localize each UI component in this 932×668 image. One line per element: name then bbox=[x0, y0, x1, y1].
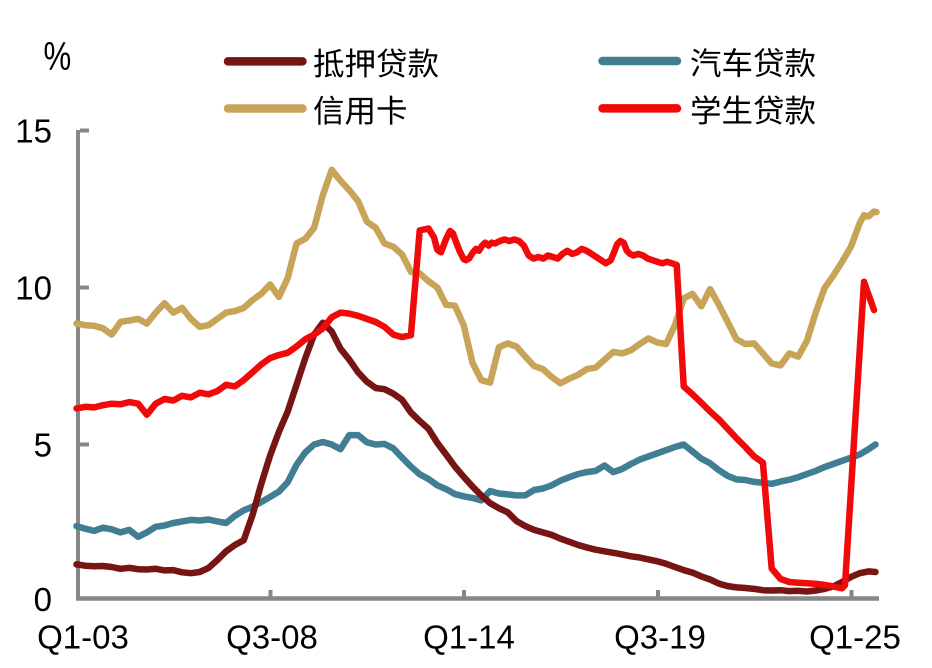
svg-text:Q1-03: Q1-03 bbox=[37, 619, 129, 656]
svg-text:Q1-25: Q1-25 bbox=[809, 619, 901, 656]
svg-text:10: 10 bbox=[15, 270, 52, 307]
svg-text:%: % bbox=[44, 34, 72, 79]
svg-text:0: 0 bbox=[34, 581, 52, 618]
svg-text:Q3-19: Q3-19 bbox=[614, 619, 706, 656]
svg-text:Q1-14: Q1-14 bbox=[423, 619, 515, 656]
svg-text:5: 5 bbox=[34, 427, 52, 464]
svg-text:15: 15 bbox=[15, 113, 52, 150]
svg-text:Q3-08: Q3-08 bbox=[226, 619, 318, 656]
